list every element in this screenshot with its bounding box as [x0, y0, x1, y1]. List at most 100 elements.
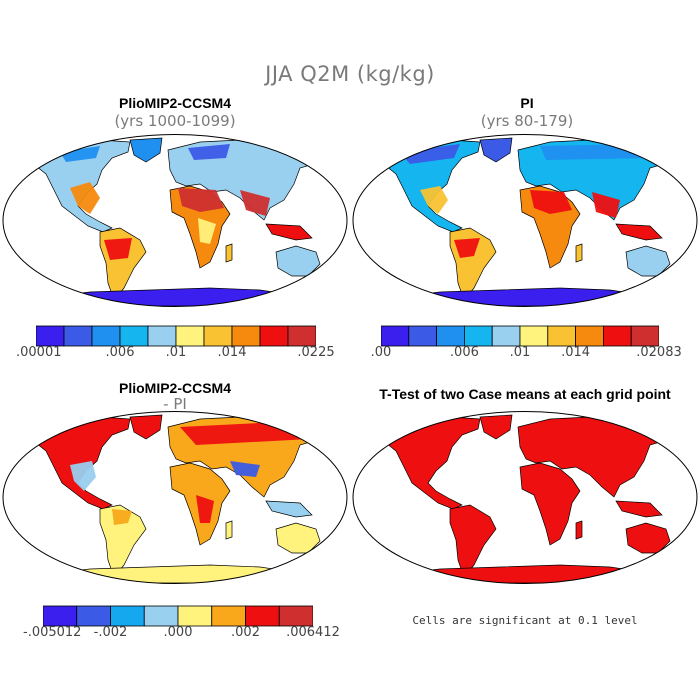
colorbar-tick-label: .000: [163, 625, 193, 640]
panel1-title: PlioMIP2-CCSM4: [118, 95, 231, 111]
colorbar-swatch: [43, 605, 78, 627]
panel1-map: [2, 134, 348, 307]
p4-land-indonesia: [615, 500, 663, 518]
p4-land-greenland: [479, 414, 513, 440]
p4-land-africa: [519, 462, 581, 546]
p3-map-border: [2, 411, 348, 584]
p1-land-greenland: [129, 137, 163, 163]
colorbar-tick-label: .014: [217, 345, 247, 360]
p1-map-border: [2, 134, 348, 307]
colorbar-swatch: [278, 605, 313, 627]
colorbar-swatch: [76, 605, 111, 627]
colorbar-tick-label: .00: [370, 345, 392, 360]
p2-shading-region: [592, 192, 620, 218]
colorbar-tick-label: -.005012: [23, 625, 82, 640]
panel3-colorbar-labels: -.005012 -.002 .000 .002 .006412: [23, 625, 340, 643]
panel2-colorbar: [381, 325, 659, 347]
colorbar-tick-label: -.002: [93, 625, 128, 640]
panel2-title: PI: [520, 95, 534, 111]
p2-shading-region: [400, 144, 460, 164]
colorbar-tick-label: .00001: [16, 345, 62, 360]
p1-shading-region: [188, 144, 230, 160]
panel3-subtitle: - PI: [163, 395, 187, 413]
colorbar-swatch: [119, 325, 149, 347]
colorbar-tick-label: .006: [449, 345, 479, 360]
p4-land-south-america: [449, 504, 497, 578]
p1-shading-region: [70, 182, 100, 214]
p3-land-madagascar: [225, 520, 233, 540]
p4-map-border: [352, 411, 698, 584]
p3-shading-region: [196, 495, 214, 523]
colorbar-tick-label: .006412: [286, 625, 340, 640]
colorbar-swatch: [381, 325, 410, 347]
colorbar-swatch: [143, 605, 179, 627]
panel4-map: [352, 411, 698, 584]
p1-shading-region: [60, 146, 100, 162]
p2-shading-region: [530, 190, 572, 214]
figure-title: JJA Q2M (kg/kg): [265, 62, 435, 86]
p3-land-indonesia: [265, 500, 313, 518]
colorbar-swatch: [491, 325, 521, 347]
p2-land-australia: [625, 245, 671, 277]
p1-shading-region: [198, 218, 216, 244]
colorbar-swatch: [203, 325, 233, 347]
colorbar-tick-label: .0225: [297, 345, 335, 360]
p1-land-madagascar: [225, 243, 233, 263]
p1-shading-region: [240, 190, 270, 216]
colorbar-tick-label: .002: [231, 625, 260, 640]
colorbar-tick-label: .006: [105, 345, 135, 360]
colorbar-swatch: [287, 325, 316, 347]
p2-map-border: [352, 134, 698, 307]
p3-shading-region: [112, 509, 132, 525]
p4-land-north-america: [385, 416, 481, 510]
colorbar-tick-label: .01: [509, 345, 531, 360]
colorbar-swatch: [630, 325, 659, 347]
colorbar-swatch: [147, 325, 177, 347]
panel4-footnote: Cells are significant at 0.1 level: [412, 614, 638, 627]
colorbar-swatch: [36, 325, 65, 347]
colorbar-swatch: [575, 325, 604, 347]
p3-shading-region: [70, 461, 96, 491]
p4-land-madagascar: [575, 520, 583, 540]
p2-shading-region: [420, 186, 448, 214]
panel2-map: [352, 134, 698, 307]
colorbar-tick-label: .02083: [636, 345, 682, 360]
colorbar-swatch: [464, 325, 493, 347]
p2-land-greenland: [479, 137, 513, 163]
colorbar-swatch: [231, 325, 261, 347]
p3-shading-region: [230, 461, 260, 477]
p4-land-australia: [625, 522, 671, 554]
colorbar-swatch: [259, 325, 289, 347]
panel3-colorbar: [43, 605, 313, 627]
panel1-colorbar-labels: .00001 .006 .01 .014 .0225: [16, 345, 335, 363]
p1-land-layer: [35, 137, 331, 307]
panel3-title: PlioMIP2-CCSM4: [118, 380, 231, 396]
p1-shading-region: [104, 238, 132, 260]
colorbar-swatch: [519, 325, 549, 347]
colorbar-swatch: [63, 325, 93, 347]
p1-land-indonesia: [265, 223, 313, 241]
panel2-colorbar-labels: .00 .006 .01 .014 .02083: [371, 345, 682, 363]
panel2-subtitle: (yrs 80-179): [480, 112, 574, 130]
colorbar-swatch: [177, 605, 213, 627]
colorbar-tick-label: .01: [165, 345, 187, 360]
panel1-subtitle: (yrs 1000-1099): [114, 112, 236, 130]
p3-land-layer: [35, 414, 331, 584]
panel3-map: [2, 411, 348, 584]
colorbar-swatch: [175, 325, 205, 347]
p3-land-australia: [275, 522, 321, 554]
p1-shading-region: [178, 188, 224, 212]
p2-land-indonesia: [615, 223, 663, 241]
p2-shading-region: [454, 238, 480, 258]
p1-land-australia: [275, 245, 321, 277]
colorbar-swatch: [91, 325, 121, 347]
colorbar-tick-label: .014: [561, 345, 591, 360]
colorbar-swatch: [436, 325, 465, 347]
p3-land-south-america: [99, 504, 147, 578]
colorbar-swatch: [602, 325, 632, 347]
p3-land-greenland: [129, 414, 163, 440]
colorbar-swatch: [408, 325, 437, 347]
panel1-colorbar: [36, 325, 316, 347]
colorbar-swatch: [211, 605, 246, 627]
colorbar-swatch: [547, 325, 577, 347]
